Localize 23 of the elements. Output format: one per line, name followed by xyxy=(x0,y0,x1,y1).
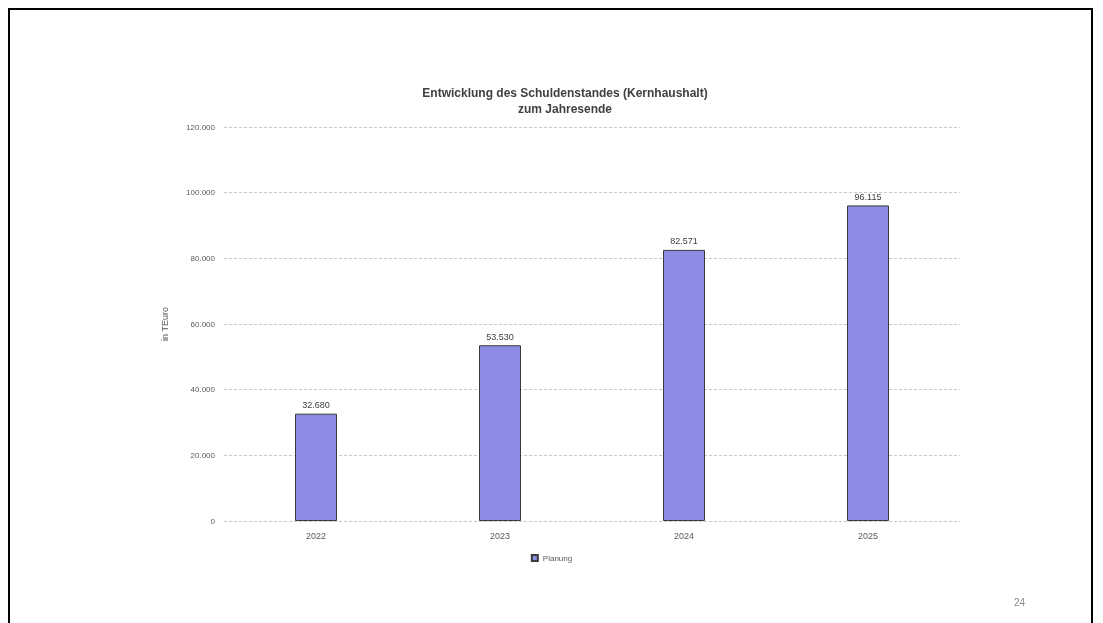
y-tick-label: 120.000 xyxy=(186,122,216,132)
legend-label: Planung xyxy=(542,553,573,563)
y-tick-label: 80.000 xyxy=(190,253,216,263)
x-tick-label: 2023 xyxy=(489,530,511,541)
y-tick-label: 0 xyxy=(210,516,216,526)
text: 24 xyxy=(1013,596,1026,608)
y-tick-label: 60.000 xyxy=(190,319,216,329)
bar xyxy=(295,413,337,521)
x-tick-label: 2022 xyxy=(305,530,327,541)
bar xyxy=(663,249,705,521)
data-label: 96.115 xyxy=(854,191,882,202)
data-label: 82.571 xyxy=(670,236,698,247)
x-tick-label: 2025 xyxy=(857,530,879,541)
y-tick-label: 20.000 xyxy=(190,450,216,460)
data-label: 53.530 xyxy=(486,331,514,342)
y-axis-title: in TEuro xyxy=(159,307,170,341)
chart-title: Entwicklung des Schuldenstandes (Kernhaushalt) zum Jahresende xyxy=(422,86,708,116)
y-tick-label: 40.000 xyxy=(190,385,216,395)
y-tick-label: 100.000 xyxy=(186,188,216,198)
x-tick-label: 2024 xyxy=(673,530,695,541)
bar xyxy=(847,205,889,521)
data-label: 32.680 xyxy=(302,400,330,411)
bar xyxy=(479,345,521,521)
